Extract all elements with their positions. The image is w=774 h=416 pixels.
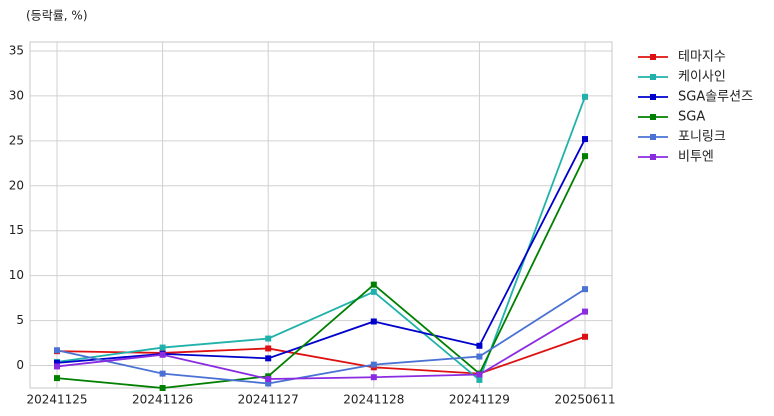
point [159, 344, 166, 351]
legend-label: SGA [678, 110, 705, 125]
x-tick-label: 20241125 [26, 393, 87, 407]
point [265, 376, 272, 383]
y-tick-label: 0 [16, 358, 24, 372]
point [159, 370, 166, 377]
series-line [56, 288, 586, 385]
legend-label: 케이사인 [678, 70, 726, 85]
y-tick-label: 5 [16, 313, 24, 327]
y-axis-label: (등락률, %) [26, 9, 88, 23]
y-tick-label: 35 [9, 43, 24, 57]
series-line [56, 335, 586, 375]
point [159, 385, 166, 391]
legend-swatch [650, 94, 656, 100]
point [159, 351, 166, 358]
legend-swatch [650, 114, 656, 120]
series-line [56, 96, 586, 382]
x-tick-label: 20241126 [132, 393, 193, 407]
point [370, 288, 377, 295]
point [582, 93, 588, 100]
legend-label: 포니링크 [678, 130, 726, 145]
legend-swatch [650, 154, 656, 160]
y-tick-label: 20 [9, 178, 24, 192]
point [265, 345, 272, 352]
point [476, 353, 483, 360]
plot-frame [29, 41, 613, 389]
point [54, 363, 60, 370]
series-line [56, 138, 586, 364]
point [370, 281, 377, 288]
point [582, 136, 588, 143]
x-tick-label: 20250611 [554, 393, 615, 407]
point [265, 380, 272, 387]
point [54, 375, 60, 382]
point [476, 376, 483, 383]
point [265, 335, 272, 342]
legend-swatch [650, 134, 656, 140]
point [54, 359, 60, 366]
legend-swatch [650, 74, 656, 80]
y-tick-label: 15 [9, 223, 24, 237]
point [582, 308, 588, 315]
point [476, 342, 483, 349]
y-tick-label: 25 [9, 133, 24, 147]
legend-label: 비투엔 [678, 150, 714, 165]
point [582, 153, 588, 160]
point [582, 286, 588, 293]
point [476, 371, 483, 378]
x-tick-label: 20241127 [238, 393, 299, 407]
point [370, 361, 377, 368]
y-tick-label: 10 [9, 268, 24, 282]
legend-label: 테마지수 [678, 50, 726, 65]
y-tick-label: 30 [9, 88, 24, 102]
x-tick-label: 20241129 [449, 393, 510, 407]
point [370, 318, 377, 325]
legend-swatch [650, 54, 656, 60]
series-line [56, 155, 586, 389]
series-line [56, 310, 586, 380]
point [370, 374, 377, 381]
legend-label: SGA솔루션즈 [678, 90, 753, 105]
x-tick-label: 20241128 [343, 393, 404, 407]
point [54, 347, 60, 354]
point [265, 355, 272, 362]
point [582, 333, 588, 340]
